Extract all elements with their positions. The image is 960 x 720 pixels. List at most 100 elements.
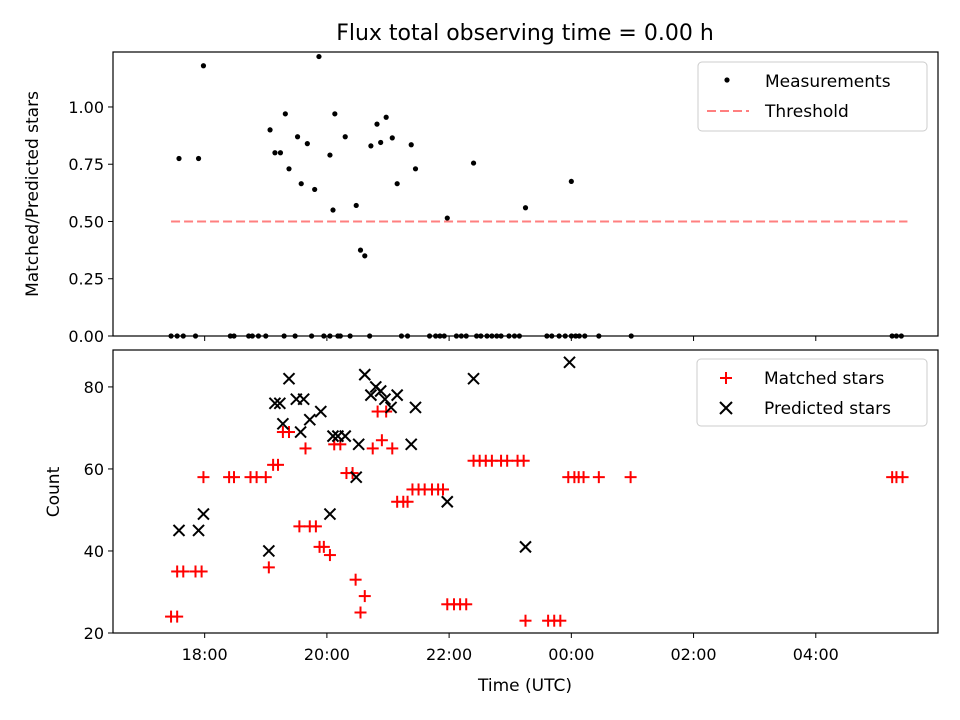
predicted-star-marker — [282, 372, 296, 385]
threshold-legend-label: Threshold — [764, 102, 849, 122]
x-tick-label: 18:00 — [182, 645, 228, 664]
matched-star-marker — [386, 442, 399, 455]
measurement-point — [200, 63, 207, 69]
predicted-star-marker — [467, 372, 480, 385]
matched-legend-marker — [720, 372, 732, 384]
matched-star-marker — [197, 471, 210, 484]
measurement-point — [294, 134, 301, 140]
predicted-star-marker — [350, 470, 363, 484]
measurement-point — [282, 111, 288, 117]
measurement-point — [330, 207, 336, 213]
top-y-ticks: 0.00 0.25 0.50 0.75 1.00 — [68, 98, 113, 346]
predicted-star-marker — [276, 417, 290, 431]
matched-star-marker — [375, 434, 388, 447]
matched-star-marker — [519, 614, 532, 627]
top-y-tick-label: 0.25 — [68, 270, 104, 289]
predicted-stars-points — [172, 356, 576, 558]
predicted-star-marker — [358, 368, 371, 381]
predicted-star-marker — [352, 438, 365, 451]
top-plot-frame — [112, 51, 939, 337]
x-ticks: 18:00 20:00 22:00 00:00 02:00 04:00 — [182, 336, 839, 664]
bottom-y-tick-label: 60 — [84, 460, 104, 479]
predicted-star-marker — [197, 507, 210, 521]
measurement-point — [304, 141, 310, 147]
matched-star-marker — [624, 471, 637, 484]
measurement-point — [394, 181, 400, 187]
predicted-star-marker — [172, 524, 186, 537]
measurements-legend-marker — [724, 77, 730, 83]
predicted-star-marker — [314, 405, 327, 418]
matched-star-marker — [171, 610, 184, 623]
measurement-point — [389, 135, 395, 141]
matched-star-marker — [293, 520, 306, 533]
predicted-star-marker — [441, 495, 454, 508]
matched-stars-points — [165, 405, 909, 627]
x-tick-label: 20:00 — [304, 645, 350, 664]
measurement-point — [444, 215, 450, 221]
matched-star-marker — [317, 540, 330, 553]
measurement-point — [327, 152, 333, 158]
matched-star-marker — [517, 454, 530, 467]
measurement-point — [316, 53, 322, 60]
predicted-star-marker — [378, 393, 392, 406]
matched-star-marker — [460, 598, 473, 611]
x-axis-label: Time (UTC) — [477, 676, 572, 696]
predicted-star-marker — [519, 540, 532, 554]
predicted-star-marker — [405, 438, 418, 451]
measurement-point — [568, 178, 574, 185]
x-tick-label: 02:00 — [671, 645, 717, 664]
measurement-point — [357, 247, 364, 253]
measurement-point — [332, 111, 338, 117]
top-panel: 0.00 0.25 0.50 0.75 1.00 Matched/Predicted s… — [23, 51, 939, 346]
measurement-point — [267, 127, 273, 133]
matched-star-marker — [299, 442, 312, 455]
matched-star-marker — [501, 454, 514, 467]
measurement-point — [272, 150, 278, 156]
matched-star-marker — [577, 471, 590, 484]
top-y-tick-label: 0.50 — [68, 212, 104, 231]
predicted-star-marker — [268, 397, 282, 410]
predicted-star-marker — [339, 429, 352, 443]
matched-star-marker — [401, 495, 414, 508]
bottom-y-tick-label: 20 — [84, 624, 104, 643]
predicted-star-marker — [273, 397, 287, 410]
chart-title: Flux total observing time = 0.00 h — [336, 21, 714, 46]
predicted-star-marker — [374, 384, 387, 398]
measurement-point — [374, 121, 380, 127]
measurement-point — [298, 181, 304, 187]
predicted-star-marker — [303, 413, 316, 426]
bottom-plot-frame — [112, 349, 939, 634]
measurement-point — [176, 155, 182, 162]
matched-star-marker — [262, 561, 275, 574]
measurement-point — [522, 205, 529, 211]
matched-star-marker — [349, 573, 362, 586]
measurement-point — [353, 202, 359, 209]
bottom-y-ticks: 20 40 60 80 — [84, 378, 113, 643]
matched-star-marker — [323, 549, 336, 562]
matched-star-marker — [177, 565, 190, 578]
x-tick-label: 04:00 — [793, 645, 839, 664]
measurements-legend-label: Measurements — [765, 72, 891, 92]
predicted-legend-label: Predicted stars — [764, 399, 891, 419]
matched-star-marker — [366, 442, 379, 455]
measurement-point — [362, 253, 368, 259]
measurement-point — [277, 150, 284, 156]
matched-star-marker — [554, 614, 567, 627]
matched-star-marker — [228, 471, 240, 484]
predicted-star-marker — [262, 544, 276, 558]
measurement-point — [378, 139, 384, 146]
predicted-star-marker — [409, 401, 422, 414]
matched-star-marker — [358, 590, 371, 603]
predicted-star-marker — [326, 429, 340, 443]
bottom-y-tick-label: 80 — [84, 378, 104, 397]
bottom-legend: Matched stars Predicted stars — [696, 358, 928, 427]
bottom-y-tick-label: 40 — [84, 542, 104, 561]
predicted-star-marker — [192, 524, 205, 537]
bottom-legend-box — [696, 358, 928, 427]
matched-star-marker — [272, 458, 284, 471]
measurement-point — [312, 186, 318, 193]
measurement-point — [470, 160, 477, 166]
matched-star-marker — [896, 471, 909, 484]
matched-star-marker — [354, 606, 367, 619]
